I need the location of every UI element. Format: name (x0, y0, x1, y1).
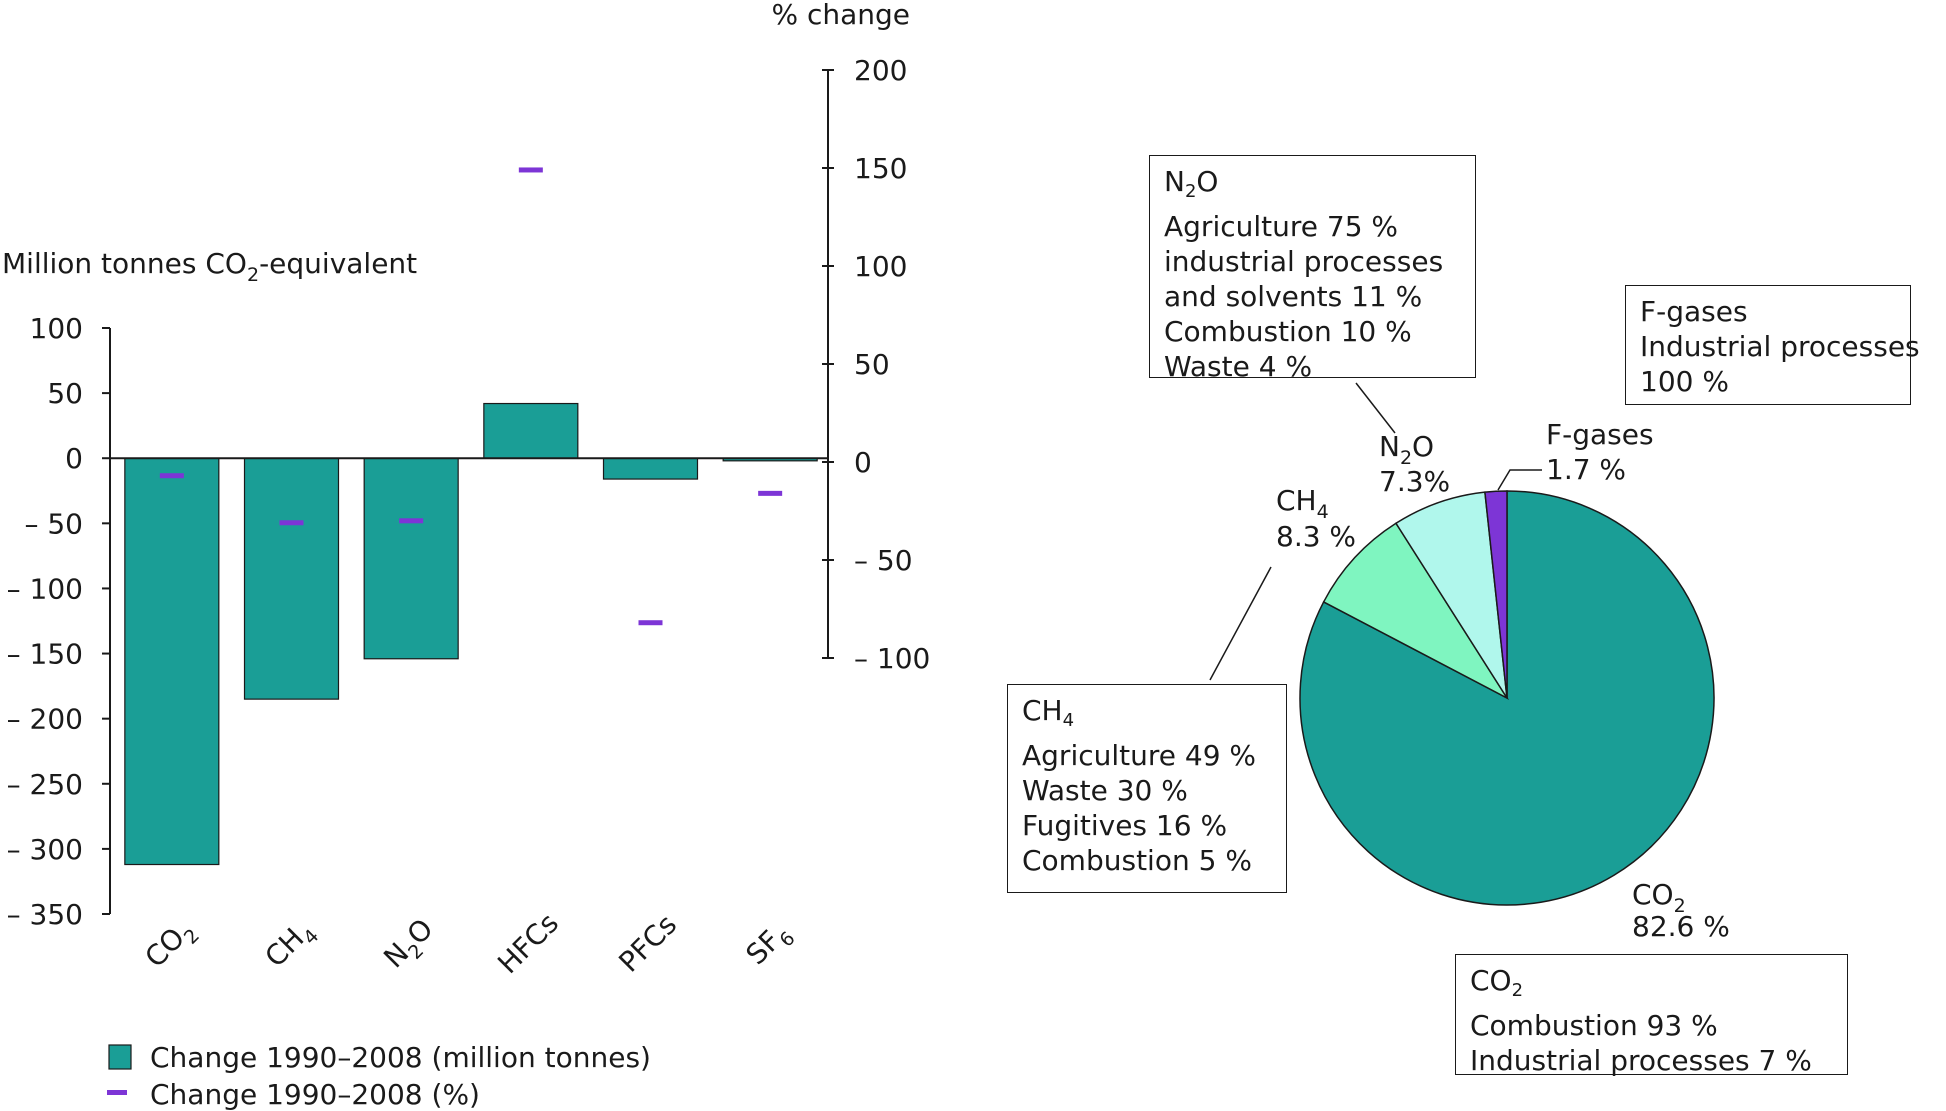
callout-ch4-line: Waste 30 % (1022, 774, 1188, 807)
leader-line-ch4 (1209, 566, 1272, 681)
left-axis-tick-label: 0 (65, 442, 83, 475)
left-axis-tick-label: – 350 (7, 898, 83, 931)
category-label: SF6 (740, 915, 800, 975)
bar (124, 457, 220, 866)
right-axis-tick-label: – 50 (854, 544, 913, 577)
percent-marker (279, 520, 304, 526)
right-axis-tick-label: 0 (854, 446, 872, 479)
left-axis-tick-label: 50 (47, 377, 83, 410)
callout-ch4-line: Fugitives 16 % (1022, 809, 1228, 842)
pie-chart: N2O 7.3% CH4 8.3 % F-gases 1.7 % CO2 82.… (1209, 382, 1730, 943)
leader-line-fgases (1497, 469, 1542, 491)
left-axis-tick-label: – 50 (24, 507, 83, 540)
category-label: CH4 (258, 913, 323, 978)
pie-slice (1322, 522, 1510, 700)
callout-ch4-line: Agriculture 49 % (1022, 739, 1257, 772)
pie-label-ch4: CH4 (1276, 484, 1329, 523)
bars (124, 402, 818, 866)
left-axis-tick-label: – 250 (7, 768, 83, 801)
pie-label-fgases: F-gases (1546, 418, 1654, 451)
percent-marker (758, 490, 783, 496)
right-axis-tick-label: 150 (854, 152, 907, 185)
callout-fgases-line: 100 % (1640, 365, 1729, 398)
pie-value-n2o: 7.3% (1379, 465, 1450, 498)
callout-ch4-line: Combustion 5 % (1022, 844, 1252, 877)
left-axis-tick-label: – 150 (7, 638, 83, 671)
callout-fgases: F-gases Industrial processes 100 % (1625, 285, 1920, 405)
legend-swatch-bars (108, 1044, 132, 1070)
callout-n2o-line: Combustion 10 % (1164, 315, 1412, 348)
pie-slice (1484, 490, 1508, 699)
percent-marker (399, 518, 424, 524)
pie-label-n2o: N2O (1379, 430, 1434, 469)
callout-n2o-line: and solvents 11 % (1164, 280, 1423, 313)
callout-ch4-title: CH4 (1022, 694, 1075, 731)
bar (363, 457, 459, 660)
left-axis-tick-label: – 100 (7, 572, 83, 605)
pie-label-co2: CO2 (1632, 878, 1686, 917)
bar (602, 457, 699, 480)
left-axis: 100 50 0 – 50 – 100 – 150 – 200 – 250 – 300 – 350 (7, 312, 111, 931)
percent-marker (518, 167, 543, 173)
percent-marker (638, 620, 663, 626)
right-axis-tick-label: 200 (854, 54, 907, 87)
right-axis: 200 150 100 50 0 – 50 – 100 (822, 54, 930, 675)
callout-co2: CO2 Combustion 93 % Industrial processes… (1455, 954, 1848, 1077)
legend-label-percent: Change 1990–2008 (%) (150, 1078, 480, 1111)
percent-markers (159, 167, 783, 626)
left-axis-title: Million tonnes CO2-equivalent (2, 247, 417, 286)
callout-n2o-line: Agriculture 75 % (1164, 210, 1399, 243)
left-axis-tick-label: – 200 (7, 703, 83, 736)
right-axis-title: % change (771, 0, 910, 31)
callout-co2-title: CO2 (1470, 964, 1524, 1001)
legend-swatch-percent (107, 1090, 127, 1095)
legend: Change 1990–2008 (million tonnes) Change… (107, 1041, 651, 1111)
callout-ch4: CH4 Agriculture 49 % Waste 30 % Fugitive… (1007, 684, 1287, 893)
right-axis-tick-label: – 100 (854, 642, 930, 675)
callout-fgases-title: F-gases (1640, 295, 1748, 328)
callout-co2-line: Industrial processes 7 % (1470, 1044, 1812, 1077)
right-axis-tick-label: 50 (854, 348, 890, 381)
percent-marker (159, 473, 184, 479)
callout-n2o-title: N2O (1164, 165, 1219, 202)
bar (483, 402, 579, 459)
pie-value-ch4: 8.3 % (1276, 520, 1356, 553)
callout-co2-line: Combustion 93 % (1470, 1009, 1718, 1042)
bar-chart: Million tonnes CO2-equivalent % change 1… (2, 0, 930, 1111)
category-label: N2O (377, 912, 444, 979)
callout-n2o-line: industrial processes (1164, 245, 1444, 278)
leader-line-n2o (1355, 382, 1396, 434)
category-label: HFCs (491, 906, 565, 980)
left-axis-tick-label: – 300 (7, 833, 83, 866)
callout-fgases-line: Industrial processes (1640, 330, 1920, 363)
callout-n2o-line: Waste 4 % (1164, 350, 1313, 383)
left-axis-tick-label: 100 (30, 312, 83, 345)
legend-label-bars: Change 1990–2008 (million tonnes) (150, 1041, 651, 1074)
pie-value-fgases: 1.7 % (1546, 453, 1626, 486)
right-axis-tick-label: 100 (854, 250, 907, 283)
pie-slices (1299, 490, 1715, 906)
callout-n2o: N2O Agriculture 75 % industrial processe… (1149, 155, 1476, 383)
category-label: CO2 (138, 913, 204, 979)
category-labels: CO2 CH4 N2O HFCs PFCs SF6 (138, 906, 799, 980)
bar (243, 457, 340, 700)
pie-value-co2: 82.6 % (1632, 910, 1730, 943)
category-label: PFCs (612, 908, 683, 979)
